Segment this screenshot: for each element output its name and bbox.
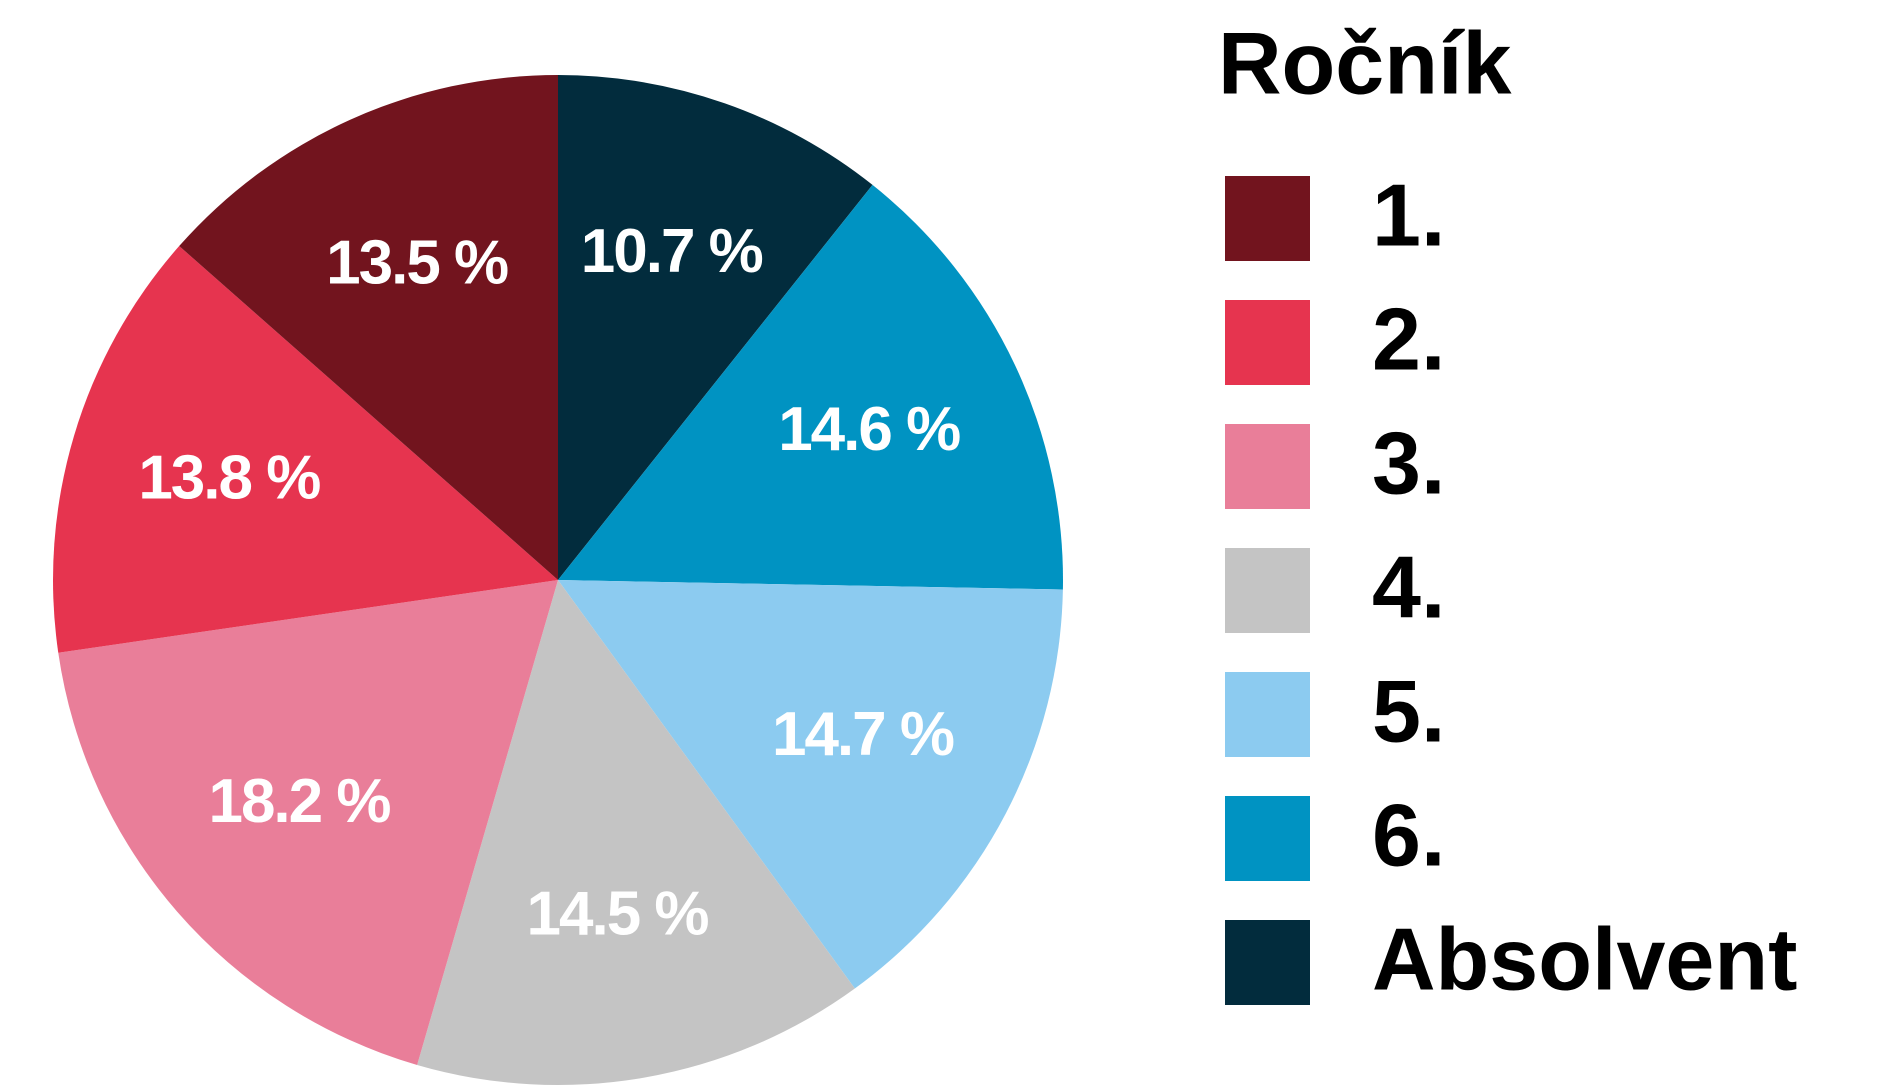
slice-label: 14.6 % [778, 395, 960, 464]
legend-label: 6. [1372, 785, 1445, 884]
legend-label: 3. [1372, 413, 1445, 512]
legend-swatch [1225, 176, 1310, 261]
slice-label: 13.5 % [326, 228, 508, 297]
slice-label: 10.7 % [581, 217, 763, 286]
legend-swatch [1225, 300, 1310, 385]
legend-label: 2. [1372, 289, 1445, 388]
legend-label: 5. [1372, 661, 1445, 760]
pie-slice [58, 580, 558, 1065]
pie-slice [558, 580, 1063, 989]
legend-swatch [1225, 796, 1310, 881]
legend-label: Absolvent [1372, 909, 1797, 1008]
slice-label: 18.2 % [208, 767, 390, 836]
pie-slice [558, 75, 873, 580]
slice-label: 14.7 % [772, 700, 954, 769]
legend-label: 1. [1372, 165, 1445, 264]
slice-label: 14.5 % [527, 880, 709, 949]
slice-label: 13.8 % [138, 443, 320, 512]
pie-slice [558, 184, 1063, 590]
legend-swatch [1225, 548, 1310, 633]
legend-swatch [1225, 672, 1310, 757]
pie-slice [417, 580, 855, 1085]
pie-slice [52, 246, 558, 653]
legend-title: Ročník [1218, 13, 1512, 112]
legend-label: 4. [1372, 537, 1445, 636]
legend-swatch [1225, 920, 1310, 1005]
legend-swatch [1225, 424, 1310, 509]
pie-slice [179, 75, 558, 580]
